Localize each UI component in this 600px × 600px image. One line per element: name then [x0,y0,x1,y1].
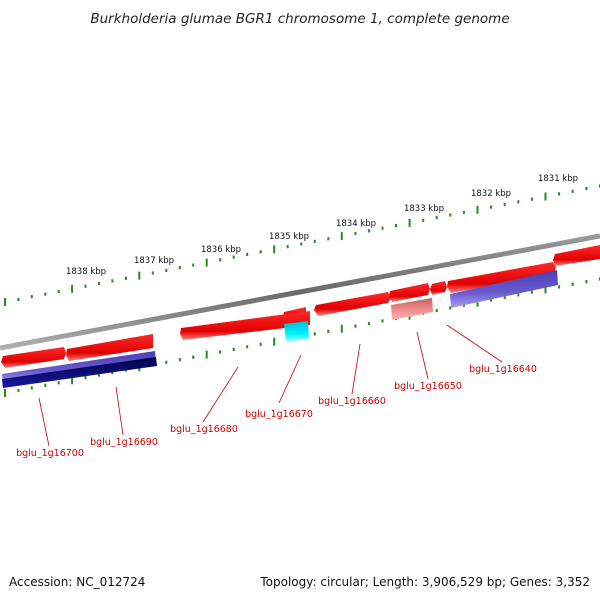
leader-bglu_1g16700 [38,397,50,447]
tick-label-1838: 1838 kbp [66,267,106,277]
forward-features [1,245,600,368]
feature-arrow[interactable] [66,334,153,361]
gene-leader-lines [38,324,503,447]
gene-label-bglu_1g16700[interactable]: bglu_1g16700 [16,448,84,459]
tick-label-1836: 1836 kbp [201,245,241,255]
leader-bglu_1g16660 [351,343,361,395]
leader-bglu_1g16680 [202,366,239,423]
gene-label-bglu_1g16640[interactable]: bglu_1g16640 [469,364,537,375]
gene-feature-blue[interactable] [450,270,558,308]
feature-arrow[interactable] [553,245,600,266]
feature-arrow[interactable] [180,311,310,340]
gene-label-bglu_1g16680[interactable]: bglu_1g16680 [170,424,238,435]
leader-bglu_1g16690 [115,386,124,436]
feature-arrow[interactable] [430,281,447,295]
gene-label-bglu_1g16670[interactable]: bglu_1g16670 [245,409,313,420]
feature-arrow[interactable] [314,292,391,316]
map-title: Burkholderia glumae BGR1 chromosome 1, c… [90,11,509,27]
backbone-strand [0,233,600,351]
leader-bglu_1g16670 [278,354,302,404]
tick-label-1835: 1835 kbp [269,232,309,242]
tick-label-1834: 1834 kbp [336,219,376,229]
gene-feature-pink[interactable] [391,298,433,320]
gene-feature-navy[interactable] [2,357,157,388]
feature-arrow[interactable] [1,347,66,368]
scale-ticks-upper [4,184,600,306]
gene-labels: bglu_1g16640 bglu_1g16650 bglu_1g16660 b… [16,364,537,459]
leader-bglu_1g16640 [446,324,503,363]
tick-label-1832: 1832 kbp [471,189,511,199]
feature-arrow[interactable] [447,262,556,293]
gene-label-bglu_1g16690[interactable]: bglu_1g16690 [90,437,158,448]
leader-bglu_1g16650 [416,331,429,380]
feature-arrow[interactable] [389,283,430,302]
scale-tick-labels: 1831 kbp 1832 kbp 1833 kbp 1834 kbp 1835… [66,174,578,277]
tick-label-1833: 1833 kbp [404,204,444,214]
gene-label-bglu_1g16660[interactable]: bglu_1g16660 [318,396,386,407]
accession-text: Accession: NC_012724 [9,575,145,589]
tick-label-1837: 1837 kbp [134,256,174,266]
topology-text: Topology: circular; Length: 3,906,529 bp… [259,575,590,589]
gene-feature-cyan[interactable] [284,321,309,342]
gene-label-bglu_1g16650[interactable]: bglu_1g16650 [394,381,462,392]
tick-label-1831: 1831 kbp [538,174,578,184]
